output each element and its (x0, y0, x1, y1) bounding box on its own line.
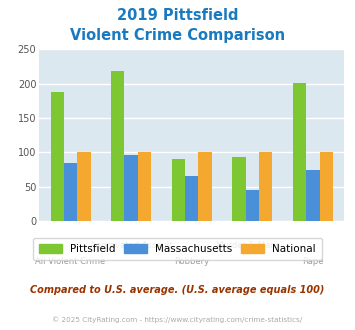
Bar (185, 177, 198, 221)
Bar (111, 71, 125, 221)
Text: Violent Crime Comparison: Violent Crime Comparison (70, 28, 285, 43)
Bar (293, 83, 306, 221)
Bar (306, 170, 320, 221)
Text: Robbery: Robbery (174, 257, 209, 266)
Bar (259, 152, 272, 221)
Bar (198, 152, 212, 221)
Text: Compared to U.S. average. (U.S. average equals 100): Compared to U.S. average. (U.S. average … (30, 285, 325, 295)
Bar (64, 163, 77, 221)
Text: Aggravated Assault: Aggravated Assault (90, 241, 172, 249)
Bar (50, 92, 64, 221)
Bar (320, 152, 333, 221)
Bar (172, 159, 185, 221)
Legend: Pittsfield, Massachusetts, National: Pittsfield, Massachusetts, National (33, 238, 322, 260)
Bar (138, 152, 151, 221)
Text: Murder & Mans...: Murder & Mans... (216, 241, 288, 249)
Bar (246, 189, 259, 221)
Text: © 2025 CityRating.com - https://www.cityrating.com/crime-statistics/: © 2025 CityRating.com - https://www.city… (53, 317, 302, 323)
Bar (125, 155, 138, 221)
Bar (232, 156, 246, 221)
Text: 2019 Pittsfield: 2019 Pittsfield (117, 8, 238, 23)
Text: Rape: Rape (302, 257, 324, 266)
Bar (77, 152, 91, 221)
Text: All Violent Crime: All Violent Crime (36, 257, 106, 266)
